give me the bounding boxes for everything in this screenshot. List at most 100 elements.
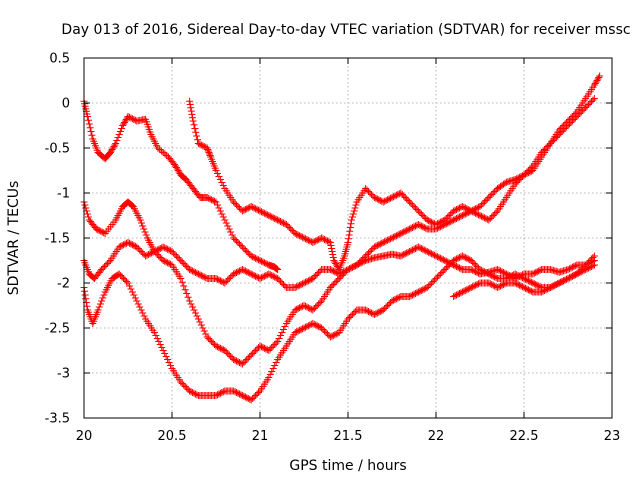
data-point: [121, 240, 129, 248]
data-point: [153, 246, 161, 254]
data-point: [323, 330, 331, 338]
data-point: [441, 221, 449, 228]
data-point: [318, 234, 326, 242]
data-point: [435, 272, 443, 279]
data-point: [331, 268, 339, 276]
data-point: [219, 388, 227, 396]
data-point: [447, 210, 455, 218]
data-point: [161, 150, 169, 158]
data-point: [255, 256, 263, 264]
data-point: [344, 266, 352, 273]
data-point: [552, 281, 560, 288]
data-point: [203, 333, 211, 341]
data-point: [281, 323, 289, 330]
data-point: [249, 253, 257, 261]
data-point: [499, 269, 507, 276]
data-point: [194, 140, 202, 147]
data-point: [189, 114, 197, 122]
data-point: [315, 269, 323, 276]
data-point: [212, 342, 220, 350]
data-point: [193, 132, 201, 140]
data-point: [423, 248, 431, 255]
data-point: [83, 302, 91, 310]
data-point: [486, 271, 494, 279]
y-tick-label: -3: [57, 367, 70, 382]
data-point: [277, 332, 285, 339]
data-point: [461, 254, 469, 261]
data-point: [450, 257, 458, 264]
data-point: [385, 195, 393, 203]
data-point: [570, 111, 578, 119]
data-point: [268, 272, 276, 279]
data-point: [115, 270, 123, 278]
data-point: [262, 210, 270, 218]
data-point: [128, 241, 136, 249]
data-point: [590, 95, 598, 102]
data-point: [401, 194, 409, 201]
data-point: [366, 248, 374, 255]
data-point: [444, 263, 452, 270]
data-point: [365, 249, 373, 257]
data-point: [328, 282, 336, 290]
data-point: [472, 268, 480, 276]
data-point: [221, 347, 229, 354]
data-point: [410, 203, 418, 210]
grid-lines: [84, 58, 612, 418]
data-point: [577, 268, 585, 276]
data-point: [257, 343, 265, 351]
data-point: [585, 264, 593, 272]
data-point: [344, 239, 352, 246]
data-point: [350, 309, 358, 317]
data-point: [356, 260, 364, 267]
data-point: [187, 266, 195, 274]
data-point: [200, 273, 208, 281]
data-point: [139, 222, 147, 230]
data-point: [140, 225, 148, 233]
data-point: [300, 279, 308, 287]
series-track-2: [186, 95, 598, 273]
data-point: [244, 204, 252, 212]
x-tick-label: 20: [76, 429, 93, 444]
data-point: [505, 273, 513, 281]
data-point: [366, 308, 374, 316]
data-point: [271, 341, 279, 348]
data-point: [225, 351, 233, 359]
data-point: [571, 262, 579, 270]
data-point: [485, 270, 493, 278]
data-point: [454, 263, 462, 271]
data-point: [392, 191, 400, 199]
data-point: [329, 281, 337, 288]
data-point: [416, 287, 424, 295]
data-point: [244, 269, 252, 276]
data-point: [199, 142, 207, 150]
data-point: [205, 149, 213, 156]
data-point: [189, 303, 197, 311]
data-point: [243, 394, 251, 402]
data-point: [278, 279, 286, 287]
data-point: [275, 276, 283, 284]
data-point: [567, 114, 575, 122]
data-point: [187, 107, 195, 115]
data-point: [247, 351, 255, 359]
data-point: [520, 275, 528, 282]
data-point: [330, 257, 338, 264]
data-point: [508, 272, 516, 279]
data-point: [327, 242, 335, 249]
data-point: [454, 254, 462, 262]
data-point: [230, 234, 238, 242]
data-point: [444, 213, 452, 221]
data-point: [583, 102, 591, 110]
data-point: [359, 258, 367, 266]
data-point: [557, 278, 565, 286]
data-point: [291, 329, 299, 336]
data-point: [312, 303, 320, 311]
data-point: [480, 268, 488, 276]
data-point: [250, 393, 258, 401]
data-point: [398, 191, 406, 198]
data-point: [526, 287, 534, 294]
data-point: [252, 347, 260, 354]
data-point: [279, 281, 287, 288]
data-point: [388, 194, 396, 201]
y-tick-label: -3.5: [45, 412, 70, 427]
data-point: [180, 260, 188, 267]
